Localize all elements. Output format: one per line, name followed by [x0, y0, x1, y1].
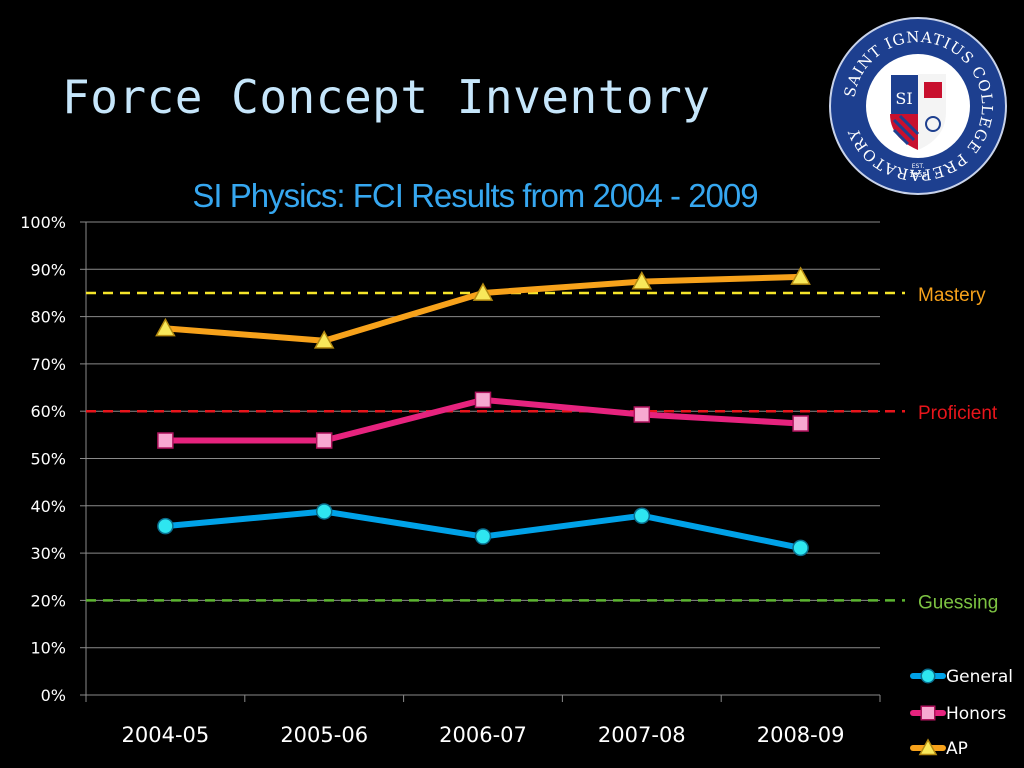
reference-label-mastery: Mastery — [918, 285, 986, 306]
y-tick-label: 90% — [30, 260, 66, 279]
data-point-ap — [313, 330, 335, 349]
logo-est-text: EST. — [912, 163, 925, 170]
x-tick-label: 2004-05 — [122, 723, 210, 747]
reference-label-proficient: Proficient — [918, 403, 998, 424]
chart-title: SI Physics: FCI Results from 2004 - 2009 — [192, 177, 757, 214]
legend-marker-general — [920, 668, 936, 684]
y-tick-label: 100% — [20, 213, 66, 232]
x-tick-label: 2006-07 — [439, 723, 527, 747]
y-tick-label: 60% — [30, 402, 66, 421]
y-tick-label: 30% — [30, 544, 66, 563]
y-tick-label: 10% — [30, 639, 66, 658]
data-point-honors — [792, 415, 809, 432]
legend-marker-ap — [918, 738, 938, 756]
legend-marker-honors — [920, 705, 936, 721]
logo-shield-text: SI — [895, 89, 912, 108]
legend-label-honors: Honors — [946, 704, 1006, 724]
y-tick-label: 80% — [30, 308, 66, 327]
x-tick-label: 2007-08 — [598, 723, 686, 747]
data-point-general — [157, 517, 174, 535]
data-point-ap — [790, 266, 811, 285]
logo-year-text: 1855 — [909, 171, 927, 179]
school-seal-logo: SAINT IGNATIUS COLLEGE PREPARATORY SI ES… — [829, 17, 1007, 195]
x-tick-label: 2008-09 — [757, 723, 845, 747]
y-tick-label: 50% — [30, 450, 66, 469]
data-point-ap — [631, 271, 653, 290]
x-tick-label: 2005-06 — [280, 723, 368, 747]
data-point-honors — [315, 432, 333, 449]
y-tick-label: 40% — [30, 497, 66, 516]
y-tick-label: 20% — [30, 591, 66, 610]
legend-label-general: General — [946, 667, 1013, 687]
data-point-general — [315, 503, 333, 520]
data-point-honors — [157, 432, 174, 449]
slide-title: Force Concept Inventory — [62, 70, 711, 124]
data-point-ap — [472, 282, 494, 301]
data-point-general — [792, 539, 809, 557]
y-tick-label: 70% — [30, 355, 66, 374]
data-point-honors — [633, 406, 651, 423]
data-point-general — [633, 507, 651, 524]
data-point-general — [474, 528, 492, 545]
reference-label-guessing: Guessing — [918, 592, 998, 613]
data-point-ap — [155, 317, 176, 337]
y-tick-label: 0% — [41, 686, 66, 705]
data-point-honors — [474, 391, 492, 409]
legend-label-ap: AP — [946, 739, 968, 759]
